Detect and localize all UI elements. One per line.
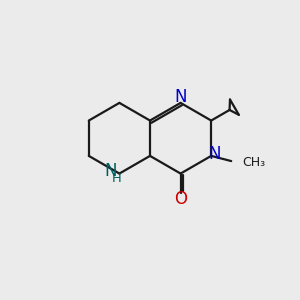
Text: H: H: [112, 172, 122, 185]
Text: N: N: [174, 88, 187, 106]
Text: CH₃: CH₃: [242, 156, 266, 169]
Text: O: O: [174, 190, 187, 208]
Text: N: N: [104, 162, 117, 180]
Text: N: N: [208, 146, 220, 164]
